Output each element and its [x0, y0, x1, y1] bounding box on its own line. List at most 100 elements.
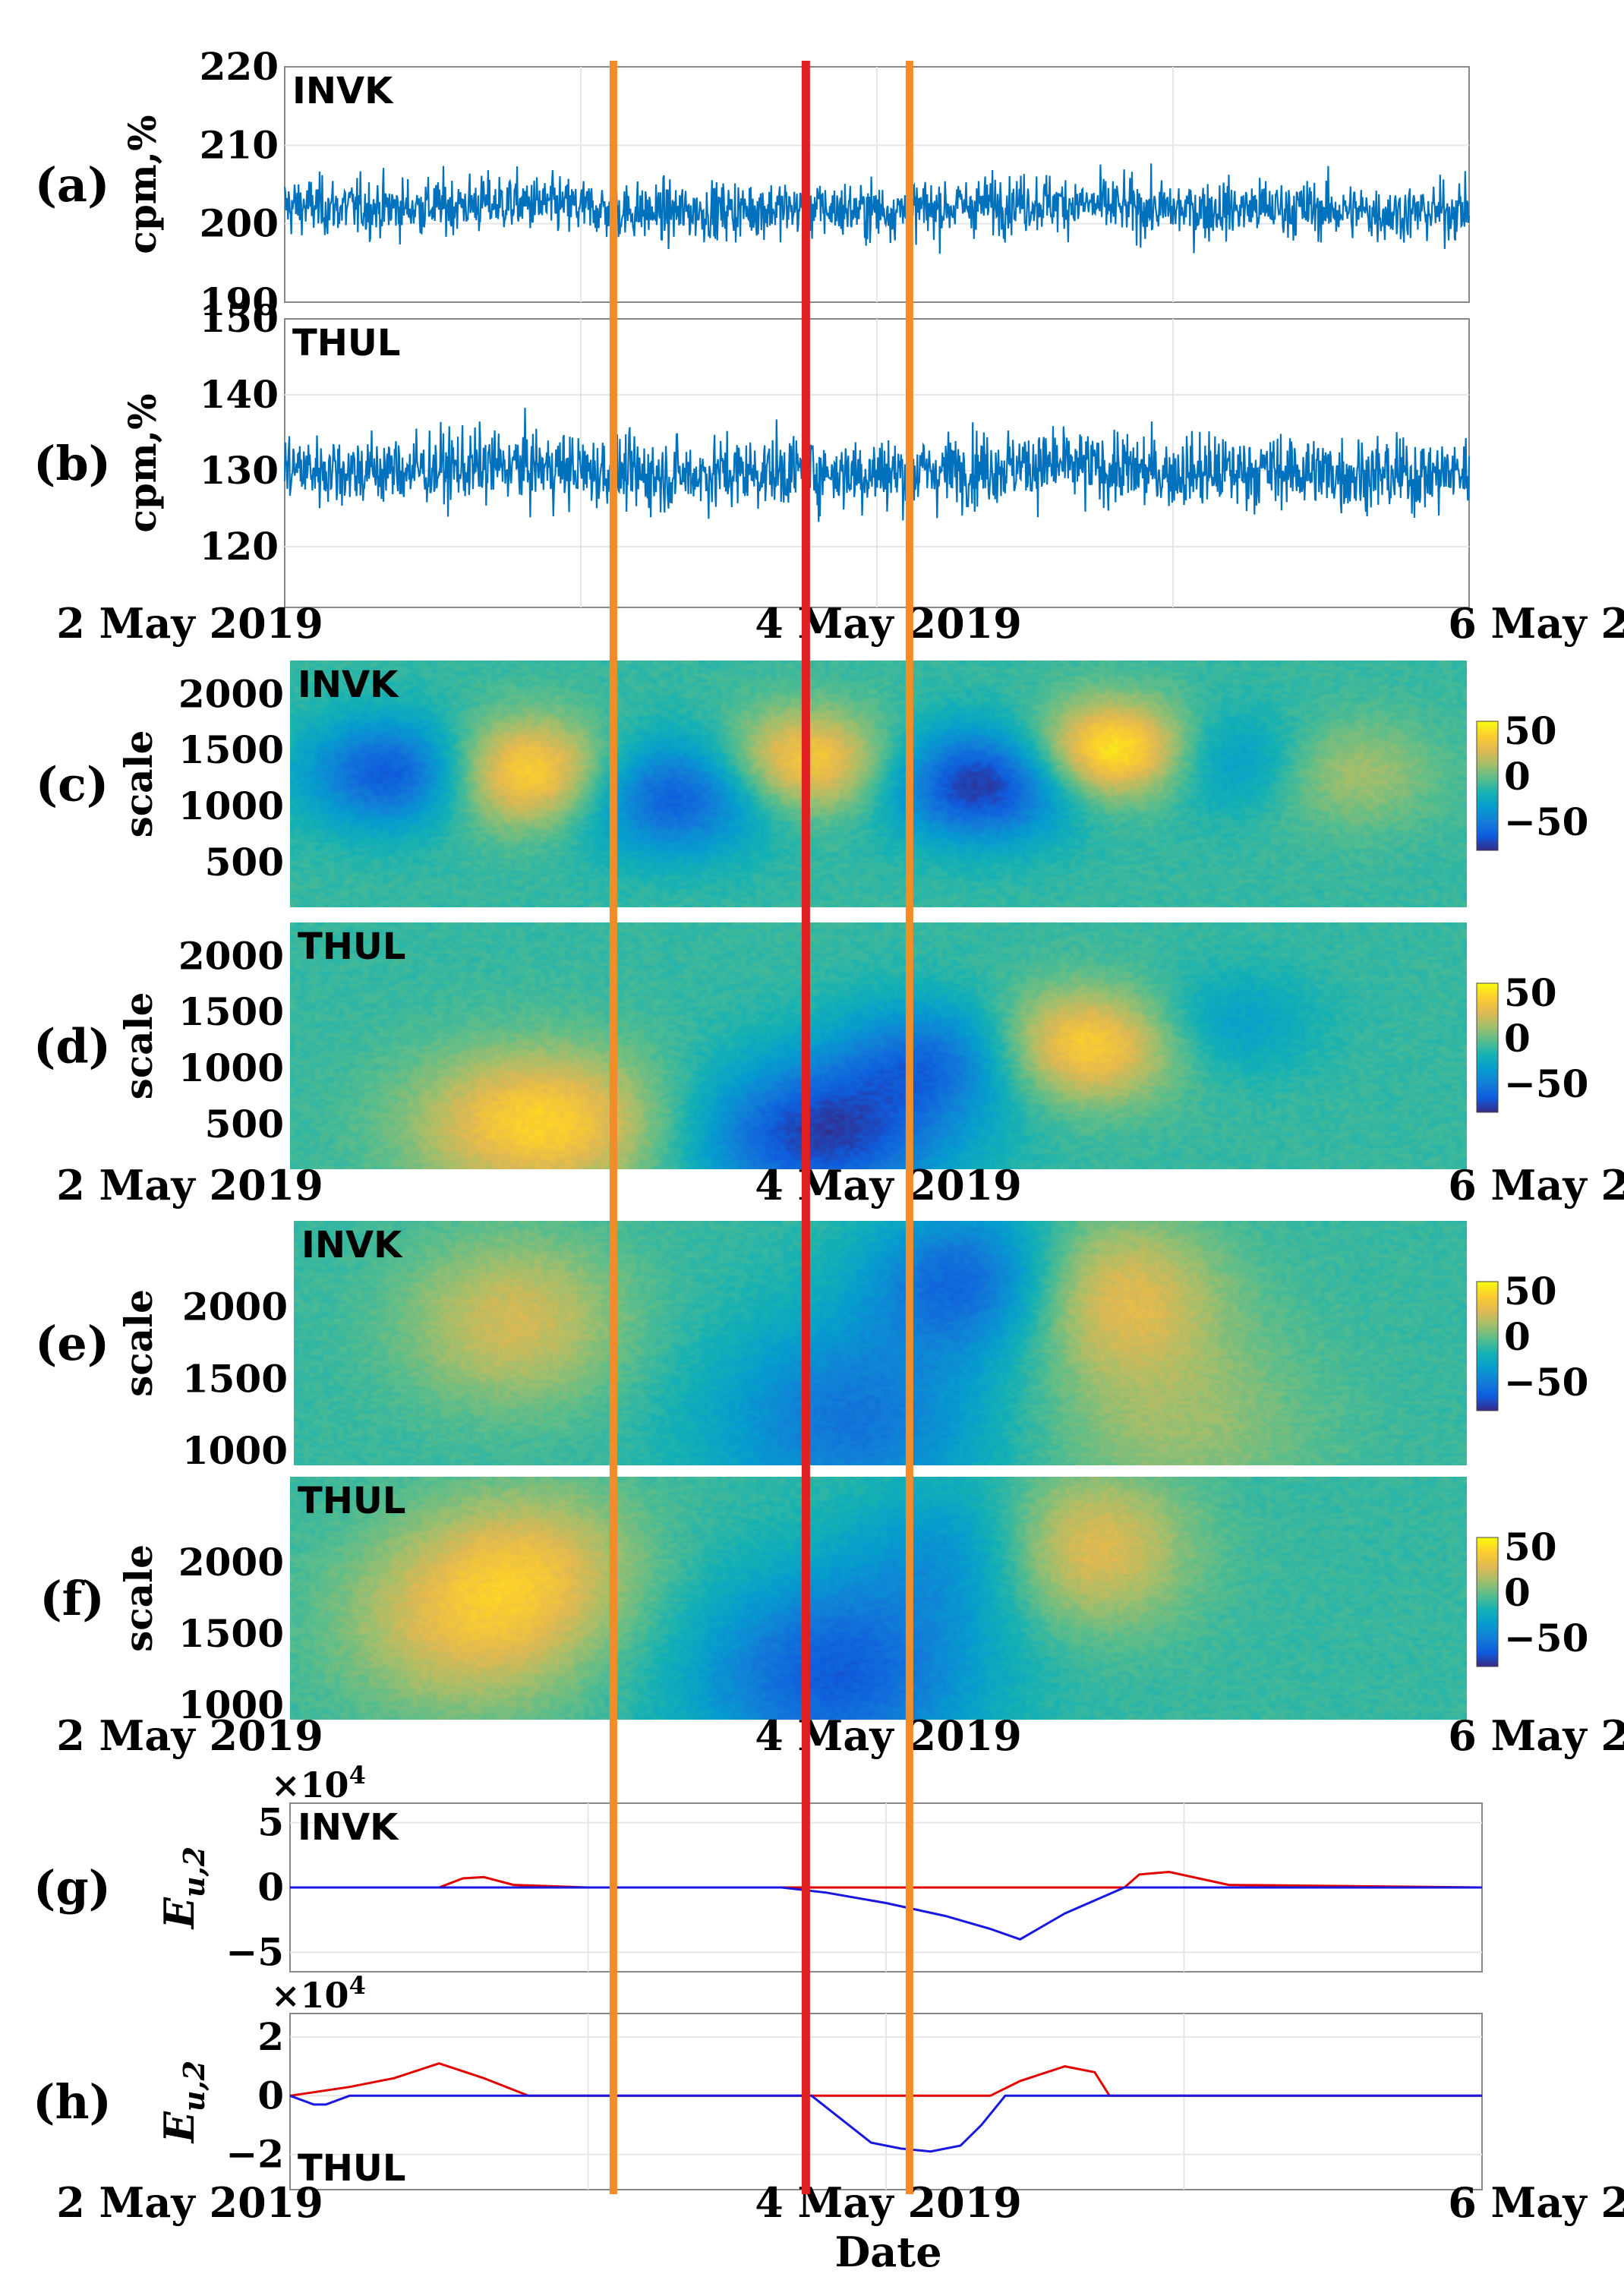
- y-tick-label: 2: [257, 2014, 284, 2059]
- y-tick-label: 150: [200, 296, 279, 341]
- y-tick-label: −5: [225, 1929, 284, 1974]
- colorbar: [1476, 982, 1499, 1113]
- colorbar-tick-label: −50: [1504, 1360, 1588, 1405]
- x-tick-label: 6 May 2019: [1448, 599, 1624, 648]
- y-tick-label: 500: [205, 1102, 284, 1146]
- panel-b: (b) cpm,% 120 130 140 150 THUL 2 May 2019 4 May …: [33, 296, 1624, 648]
- colorbar-tick-label: 0: [1504, 754, 1531, 799]
- panel-label: (g): [33, 1860, 111, 1916]
- y-tick-label: 210: [200, 122, 279, 167]
- station-label: THUL: [298, 1480, 405, 1522]
- panel-label: (d): [33, 1019, 111, 1074]
- y-tick-label: 1500: [178, 727, 284, 772]
- station-label: INVK: [298, 1806, 399, 1849]
- y-tick-label: 2000: [178, 1540, 284, 1585]
- y-axis-label: scale: [116, 1544, 161, 1652]
- panel-e: (e) scale 500−50 1000 1500 2000 INVK: [35, 1221, 1588, 1473]
- y-tick-label: 1500: [178, 1611, 284, 1656]
- panel-label: (f): [39, 1571, 104, 1626]
- heatmap-image: [294, 1221, 1467, 1465]
- y-tick-label: 1000: [182, 1428, 288, 1473]
- y-axis-label: cpm,%: [120, 393, 165, 532]
- panel-label: (a): [35, 157, 110, 213]
- y-tick-label: 2000: [182, 1285, 288, 1329]
- y-tick-label: 2000: [178, 933, 284, 978]
- event-markers: [609, 61, 913, 2194]
- y-tick-label: 1000: [178, 1682, 284, 1727]
- y-tick-label: −2: [225, 2132, 284, 2177]
- colorbar-tick-label: 0: [1504, 1570, 1531, 1615]
- x-tick-label: 2 May 2019: [56, 2178, 323, 2227]
- series-line: [283, 163, 1471, 254]
- y-tick-label: 500: [205, 840, 284, 885]
- panel-label: (h): [33, 2074, 112, 2130]
- colorbar: [1476, 1537, 1499, 1667]
- heatmap-image: [290, 661, 1467, 907]
- x-tick-label: 2 May 2019: [56, 599, 323, 648]
- panel-a: (a) cpm,% 190 200 210 220 INVK: [35, 44, 1471, 324]
- heatmap-image: [290, 922, 1467, 1169]
- heatmap-image: [290, 1477, 1467, 1720]
- colorbar: [1476, 721, 1499, 851]
- colorbar-tick-label: −50: [1504, 1061, 1588, 1106]
- y-axis-label: Eu,2: [155, 2061, 211, 2144]
- x-tick-label: 6 May 2019: [1448, 2178, 1624, 2227]
- colorbar-tick-label: 50: [1504, 708, 1557, 753]
- colorbar: [1476, 1281, 1499, 1411]
- x-tick-label: 6 May 2019: [1448, 1711, 1624, 1760]
- y-tick-label: 140: [200, 372, 279, 417]
- x-tick-label: 4 May 2019: [755, 2178, 1022, 2227]
- y-tick-label: 1500: [182, 1356, 288, 1401]
- y-tick-label: 130: [200, 448, 279, 493]
- y-tick-label: 0: [257, 2073, 284, 2118]
- y-tick-label: 1000: [178, 784, 284, 828]
- station-label: INVK: [298, 664, 399, 706]
- y-tick-label: 200: [200, 201, 279, 246]
- panel-label: (c): [36, 757, 109, 812]
- y-axis-label: scale: [116, 992, 161, 1100]
- panel-g: (g) Eu,2 ×104 −5 0 5 INVK: [33, 1761, 1483, 1974]
- panel-f: (f) scale 500−50 1000 1500 2000 THUL 2 May 2019…: [39, 1477, 1624, 1760]
- x-tick-label: 2 May 2019: [56, 1711, 323, 1760]
- panel-label: (b): [33, 436, 111, 491]
- x-axis-label: Date: [834, 2228, 941, 2276]
- y-tick-label: 1500: [178, 989, 284, 1034]
- y-tick-label: 1000: [178, 1045, 284, 1090]
- station-label: INVK: [292, 70, 394, 112]
- station-label: THUL: [298, 2147, 405, 2190]
- y-axis-label: scale: [116, 1289, 161, 1397]
- colorbar-tick-label: 0: [1504, 1314, 1531, 1359]
- station-label: THUL: [292, 322, 400, 364]
- y-tick-label: 0: [257, 1865, 284, 1909]
- station-label: INVK: [301, 1224, 403, 1266]
- negative-energy-line: [289, 2094, 1482, 2153]
- station-label: THUL: [298, 926, 405, 968]
- y-multiplier: ×104: [271, 1761, 366, 1805]
- x-tick-label: 2 May 2019: [56, 1161, 323, 1209]
- colorbar-tick-label: 50: [1504, 1525, 1557, 1569]
- y-multiplier: ×104: [271, 1971, 366, 2016]
- colorbar-tick-label: 50: [1504, 1269, 1557, 1313]
- x-tick-label: 4 May 2019: [755, 1711, 1022, 1760]
- y-axis-label: scale: [116, 730, 161, 838]
- y-tick-label: 2000: [178, 671, 284, 716]
- y-axis-label: cpm,%: [120, 115, 165, 254]
- y-tick-label: 120: [200, 524, 279, 569]
- colorbar-tick-label: 0: [1504, 1016, 1531, 1061]
- y-tick-label: 5: [257, 1800, 284, 1845]
- colorbar-tick-label: 50: [1504, 970, 1557, 1015]
- series-line: [283, 408, 1471, 522]
- colorbar-tick-label: −50: [1504, 1616, 1588, 1660]
- x-tick-label: 6 May 2019: [1448, 1161, 1624, 1209]
- y-tick-label: 190: [200, 279, 279, 324]
- colorbar-tick-label: −50: [1504, 799, 1588, 844]
- y-axis-label: Eu,2: [155, 1846, 211, 1930]
- panel-label: (e): [35, 1316, 109, 1371]
- y-tick-label: 220: [200, 44, 279, 89]
- x-tick-label: 4 May 2019: [755, 599, 1022, 648]
